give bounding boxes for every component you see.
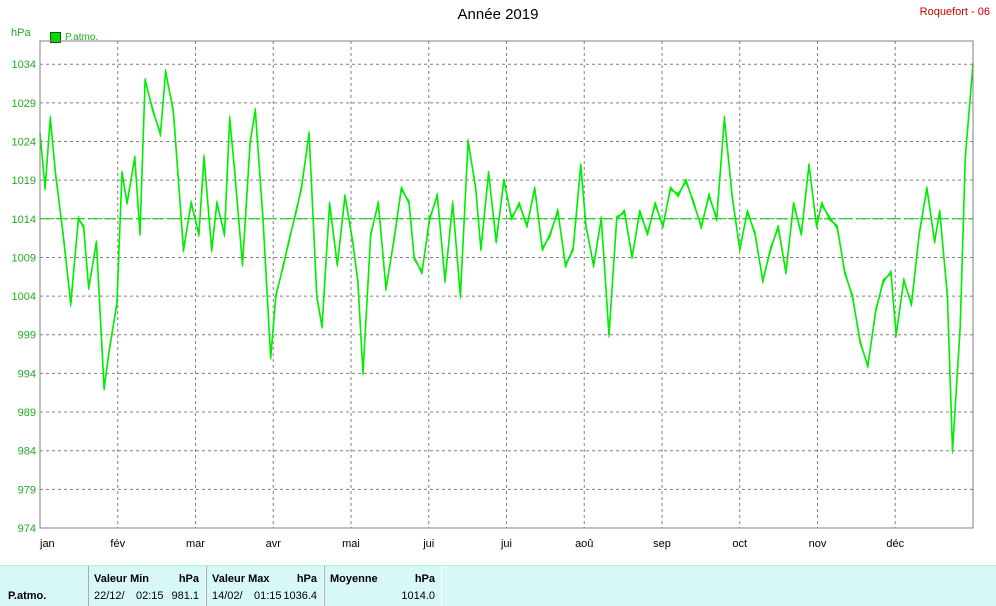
- x-tick-label: jan: [39, 538, 55, 550]
- pressure-chart: 974 979 984 989 994 999 1004 1009 1014 1019 1024 10…: [0, 0, 996, 565]
- max-unit: hPa: [297, 573, 317, 585]
- y-tick-label: 1029: [12, 98, 36, 110]
- x-tick-label: jui: [422, 538, 434, 550]
- mean-header: Moyenne: [330, 573, 378, 585]
- y-tick-label: 994: [18, 368, 36, 380]
- y-tick-label: 999: [18, 330, 36, 342]
- min-time: 02:15: [136, 590, 164, 602]
- y-tick-label: 989: [18, 407, 36, 419]
- x-axis: jan fév mar avr mai jui jui aoû sep oct nov déc: [39, 538, 905, 550]
- x-tick-label: mai: [342, 538, 360, 550]
- max-time: 01:15: [254, 590, 282, 602]
- x-tick-label: aoû: [575, 538, 593, 550]
- x-tick-label: déc: [886, 538, 904, 550]
- x-tick-label: avr: [266, 538, 282, 550]
- max-value: 1036.4: [283, 590, 317, 602]
- x-tick-label: fév: [110, 538, 125, 550]
- y-tick-label: 1019: [12, 175, 36, 187]
- min-unit: hPa: [179, 573, 199, 585]
- y-tick-label: 974: [18, 523, 36, 535]
- max-header: Valeur Max: [212, 573, 269, 585]
- y-tick-label: 1014: [12, 214, 36, 226]
- y-tick-label: 984: [18, 446, 36, 458]
- x-tick-label: nov: [809, 538, 827, 550]
- y-tick-label: 979: [18, 484, 36, 496]
- y-tick-label: 1024: [12, 136, 36, 148]
- mean-unit: hPa: [415, 573, 435, 585]
- y-axis: 974 979 984 989 994 999 1004 1009 1014 1019 1024 10…: [12, 59, 36, 535]
- x-tick-label: sep: [653, 538, 671, 550]
- mean-stat-box: Moyenne hPa 1014.0: [324, 566, 442, 606]
- y-tick-label: 1034: [12, 59, 36, 71]
- min-header: Valeur Min: [94, 573, 149, 585]
- x-tick-label: mar: [186, 538, 205, 550]
- min-date: 22/12/: [94, 590, 125, 602]
- y-tick-label: 1004: [12, 291, 36, 303]
- grid: [40, 41, 973, 528]
- min-value: 981.1: [171, 590, 199, 602]
- max-date: 14/02/: [212, 590, 243, 602]
- x-tick-label: jui: [500, 538, 512, 550]
- y-tick-label: 1009: [12, 252, 36, 264]
- stats-row-label: P.atmo.: [8, 590, 46, 602]
- mean-value: 1014.0: [401, 590, 435, 602]
- min-stat-box: Valeur Min hPa 22/12/ 02:15 981.1: [88, 566, 206, 606]
- stats-footer: P.atmo. Valeur Min hPa 22/12/ 02:15 981.…: [0, 565, 996, 606]
- x-tick-label: oct: [732, 538, 747, 550]
- max-stat-box: Valeur Max hPa 14/02/ 01:15 1036.4: [206, 566, 324, 606]
